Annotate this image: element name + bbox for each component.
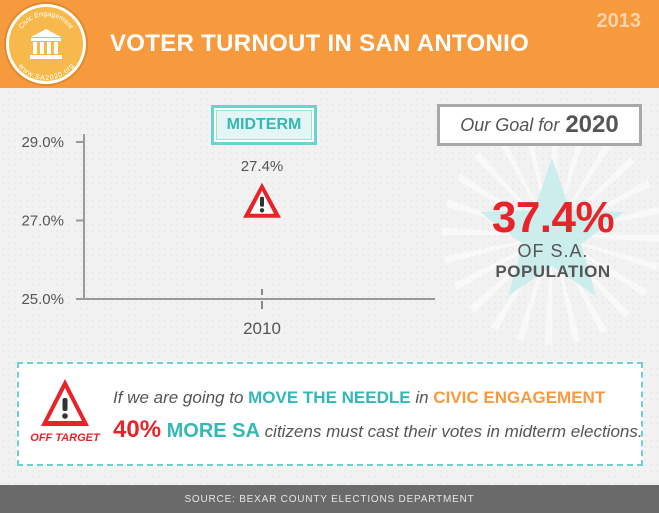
goal-of-text: OF S.A.	[517, 241, 589, 261]
source-footer: SOURCE: BEXAR COUNTY ELECTIONS DEPARTMEN…	[0, 485, 659, 513]
move-the-needle-text: MOVE THE NEEDLE	[248, 388, 411, 407]
turnout-chart: 29.0% 27.0% 25.0% 2010 27.4%	[21, 134, 435, 338]
goal-value: 37.4%	[491, 193, 615, 242]
goal-label: Our Goal for	[460, 114, 560, 135]
warning-triangle-icon	[41, 379, 89, 426]
goal-box: Our Goal for 2020	[437, 104, 642, 146]
y-tick-label: 29.0%	[21, 134, 64, 151]
goal-population-text: POPULATION	[495, 262, 611, 281]
civic-engagement-text: CIVIC ENGAGEMENT	[433, 388, 606, 407]
more-sa-text: MORE SA	[161, 420, 260, 442]
callout-line1-in: in	[410, 388, 434, 407]
callout-line-2: 40% MORE SA citizens must cast their vot…	[113, 416, 643, 444]
warning-triangle-icon	[243, 182, 281, 218]
callout-line2-tail: citizens must cast their votes in midter…	[259, 422, 643, 441]
header-banner: Civic Engagement www.SA2020.org VOTER TU…	[0, 0, 659, 88]
y-tick-label: 27.0%	[21, 213, 64, 230]
callout-line-1: If we are going to MOVE THE NEEDLE in CI…	[113, 388, 605, 408]
off-target-callout: OFF TARGET If we are going to MOVE THE N…	[17, 362, 643, 466]
svg-text:Civic Engagement: Civic Engagement	[18, 11, 74, 30]
midterm-label: MIDTERM	[216, 110, 312, 140]
x-tick-label: 2010	[243, 319, 281, 338]
civic-engagement-seal: Civic Engagement www.SA2020.org	[6, 4, 86, 84]
seal-bottom-text: www.SA2020.org	[16, 62, 75, 81]
svg-text:www.SA2020.org: www.SA2020.org	[16, 62, 75, 81]
burst-ray	[552, 235, 659, 243]
callout-line1-lead: If we are going to	[113, 388, 249, 407]
midterm-label-box: MIDTERM	[211, 105, 317, 145]
seal-top-text: Civic Engagement	[18, 11, 74, 30]
forty-percent-text: 40%	[113, 416, 162, 443]
goal-year: 2020	[565, 111, 619, 138]
off-target-badge: OFF TARGET	[30, 432, 100, 444]
header-year: 2013	[596, 10, 642, 32]
star-icon	[480, 158, 624, 296]
building-columns-icon	[30, 29, 62, 59]
y-tick-label: 25.0%	[21, 291, 64, 308]
data-label: 27.4%	[241, 158, 284, 175]
goal-star-burst	[442, 140, 659, 345]
page-title: VOTER TURNOUT IN SAN ANTONIO	[110, 30, 530, 57]
